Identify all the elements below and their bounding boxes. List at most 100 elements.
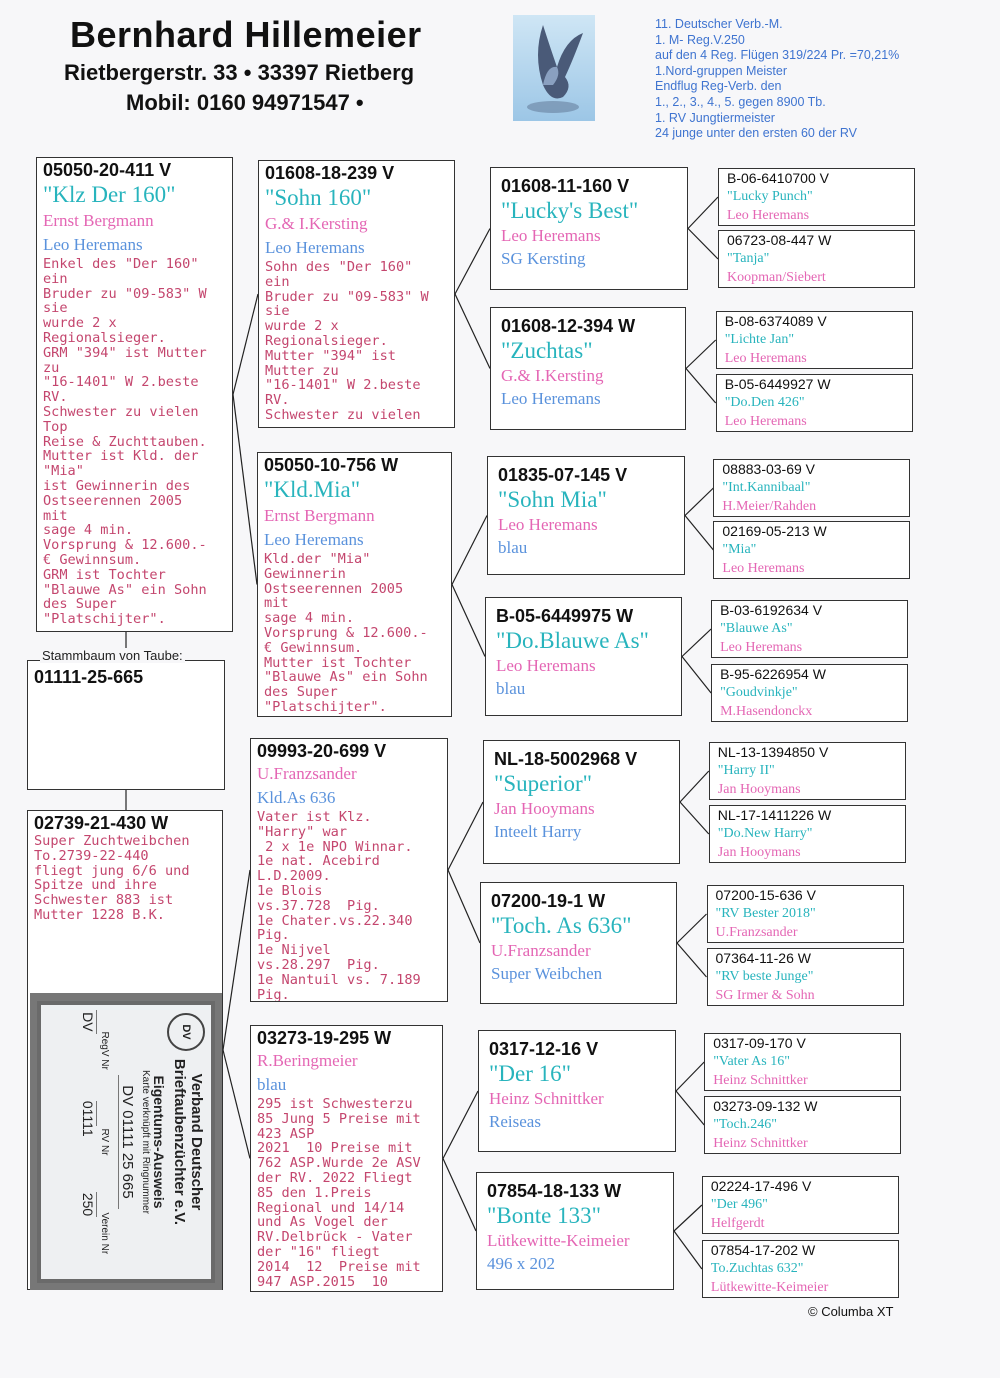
pigeon-breeder: Ernst Bergmann <box>264 506 375 525</box>
connector-line <box>454 293 491 369</box>
pigeon-ring: 05050-10-756 W <box>264 455 399 475</box>
pigeon-name: "Lucky's Best" <box>501 198 639 223</box>
pigeon-extra: blau <box>498 538 528 557</box>
achievements-list: 11. Deutscher Verb.-M. 1. M- Reg.V.250 auf… <box>655 17 899 142</box>
pigeon-ring: B-05-6449927 W <box>724 376 831 392</box>
pigeon-breeder: Helfgerdt <box>710 1216 765 1231</box>
pigeon-breeder: Leo Heremans <box>724 414 807 429</box>
pigeon-breeder: Jan Hooymans <box>494 799 595 818</box>
subject-ring: 01111-25-665 <box>34 667 144 687</box>
connector-line <box>679 770 710 803</box>
pigeon-ring: B-08-6374089 V <box>724 313 827 329</box>
pigeon-breeder: G.& I.Kersting <box>265 214 368 233</box>
pigeon-name: "Zuchtas" <box>501 338 593 363</box>
pigeon-name: "RV Bester 2018" <box>715 906 816 921</box>
pigeon-ring: NL-18-5002968 V <box>494 749 638 769</box>
pigeon-name: "Do.Den 426" <box>724 395 805 410</box>
pigeon-name: To.Zuchtas 632" <box>710 1261 804 1276</box>
pigeon-name: "Superior" <box>494 771 592 796</box>
achievement-line: 11. Deutscher Verb.-M. <box>655 17 783 31</box>
pigeon-breeder: Leo Heremans <box>727 208 810 223</box>
great-great-grandparent-box: B-08-6374089 V "Lichte Jan" Leo Heremans <box>715 311 913 369</box>
achievement-line: auf den 4 Reg. Flügen 319/224 Pr. =70,21… <box>655 48 900 63</box>
pigeon-name: "RV beste Junge" <box>715 969 814 984</box>
pigeon-breeder: Lütkewitte-Keimeier <box>710 1280 829 1295</box>
pigeon-name: "Vater As 16" <box>713 1054 790 1069</box>
pigeon-breeder: R.Beringmeier <box>257 1051 358 1070</box>
connector-line <box>454 228 491 295</box>
card-field-label: RV Nr <box>99 1128 110 1156</box>
pigeon-ring: 03273-19-295 W <box>257 1028 392 1048</box>
connector-line <box>442 1158 477 1232</box>
pigeon-name: "Do.Blauwe As" <box>496 628 649 653</box>
pigeon-breeder: G.& I.Kersting <box>501 366 604 385</box>
achievement-line: 1., 2., 3., 4., 5. gegen 8900 Tb. <box>655 94 826 109</box>
pigeon-breeder: Heinz Schnittker <box>713 1136 808 1151</box>
great-great-grandparent-box: 08883-03-69 V "Int.Kannibaal" H.Meier/Rahd… <box>713 459 911 517</box>
connector-line <box>681 656 712 694</box>
pigeon-breeder: Leo Heremans <box>498 515 598 534</box>
pigeon-ring: 08883-03-69 V <box>722 461 816 477</box>
great-grandparent-box: 01835-07-145 V "Sohn Mia" Leo Heremans blau <box>487 456 685 575</box>
great-great-grandparent-box: B-03-6192634 V "Blauwe As" Leo Heremans <box>711 600 909 658</box>
pigeon-extra: Kld.As 636 <box>257 788 336 807</box>
pigeon-ring: NL-13-1394850 V <box>717 744 829 760</box>
pigeon-ring: 01608-11-160 V <box>501 176 630 196</box>
pigeon-ring: 01608-18-239 V <box>265 163 395 183</box>
owner-phone: Mobil: 0160 94971547 • <box>126 90 364 115</box>
pigeon-name: "Goudvinkje" <box>720 685 798 700</box>
pigeon-extra: Inteelt Harry <box>494 822 582 841</box>
pigeon-breeder: Koopman/Siebert <box>727 270 826 285</box>
copyright: © Columba XT <box>808 1304 894 1319</box>
owner-address: Rietbergerstr. 33 • 33397 Rietberg <box>64 60 415 85</box>
pigeon-ring: 07364-11-26 W <box>715 950 811 966</box>
pigeon-breeder: U.Franzsander <box>715 925 798 940</box>
connector-line <box>673 1204 703 1232</box>
great-great-grandparent-box: 07200-15-636 V "RV Bester 2018" U.Franzsan… <box>706 885 904 943</box>
father-box: 05050-20-411 V "Klz Der 160" Ernst Bergman… <box>36 157 233 632</box>
pigeon-extra: Reiseas <box>489 1112 541 1131</box>
pigeon-name: "Bonte 133" <box>487 1203 601 1228</box>
connector-line <box>687 228 719 260</box>
pigeon-ring: 03273-09-132 W <box>713 1098 818 1114</box>
pigeon-breeder: U.Franzsander <box>491 941 591 960</box>
pigeon-extra: Leo Heremans <box>501 389 601 408</box>
connector-line <box>685 339 717 369</box>
pigeon-name: "Toch. As 636" <box>491 913 632 938</box>
card-field-label: RegV Nr <box>99 1031 110 1070</box>
pigeon-name: "Do.New Harry" <box>717 826 813 841</box>
pigeon-ring: 02169-05-213 W <box>722 523 827 539</box>
great-great-grandparent-box: NL-17-1411226 W "Do.New Harry" Jan Hooyman… <box>708 805 906 863</box>
connector-line <box>681 628 712 657</box>
achievement-line: Endflug Reg-Verb. den <box>655 79 782 94</box>
pigeon-breeder: Leo Heremans <box>724 351 807 366</box>
pigeon-name: "Der 16" <box>489 1061 572 1086</box>
pigeon-notes: Enkel des "Der 160" ein Bruder zu "09-58… <box>43 256 207 628</box>
connector-line <box>222 869 251 1051</box>
pigeon-notes: 295 ist Schwesterzu 85 Jung 5 Preise mit… <box>257 1096 421 1290</box>
card-ring-number: DV 01111 25 665 <box>118 1075 136 1209</box>
grandparent-box: 03273-19-295 W R.Beringmeier blau 295 ist S… <box>250 1025 443 1292</box>
pigeon-breeder: SG Irmer & Sohn <box>715 988 815 1003</box>
great-great-grandparent-box: B-05-6449927 W "Do.Den 426" Leo Heremans <box>715 374 913 432</box>
card-field-label: Verein Nr <box>99 1212 110 1255</box>
pigeon-ring: NL-17-1411226 W <box>717 807 832 823</box>
grandparent-box: 01608-18-239 V "Sohn 160" G.& I.Kersting Le… <box>258 160 455 428</box>
pigeon-ring: 07854-17-202 W <box>710 1242 816 1258</box>
great-great-grandparent-box: 07364-11-26 W "RV beste Junge" SG Irmer & … <box>706 948 904 1006</box>
pigeon-ring: 07200-19-1 W <box>491 891 606 911</box>
dv-logo-icon: DV <box>167 1013 205 1051</box>
pigeon-breeder: Ernst Bergmann <box>43 211 154 230</box>
pigeon-ring: B-95-6226954 W <box>720 666 826 682</box>
pigeon-notes: Sohn des "Der 160" ein Bruder zu "09-583… <box>265 259 429 423</box>
great-great-grandparent-box: 02224-17-496 V "Der 496" Helfgerdt <box>701 1176 899 1234</box>
card-subtitle: Karte verknüpft mit Ringnummer <box>140 1070 151 1214</box>
connector-line <box>675 1061 705 1092</box>
achievement-line: 1. RV Jungtiermeister <box>655 110 775 125</box>
connector-line <box>675 1090 705 1126</box>
connector-line <box>685 368 717 404</box>
pigeon-extra: Super Weibchen <box>491 964 603 983</box>
connector-line <box>684 515 714 551</box>
pigeon-ring: 07200-15-636 V <box>715 887 816 903</box>
pigeon-name: "Toch.246" <box>713 1117 777 1132</box>
